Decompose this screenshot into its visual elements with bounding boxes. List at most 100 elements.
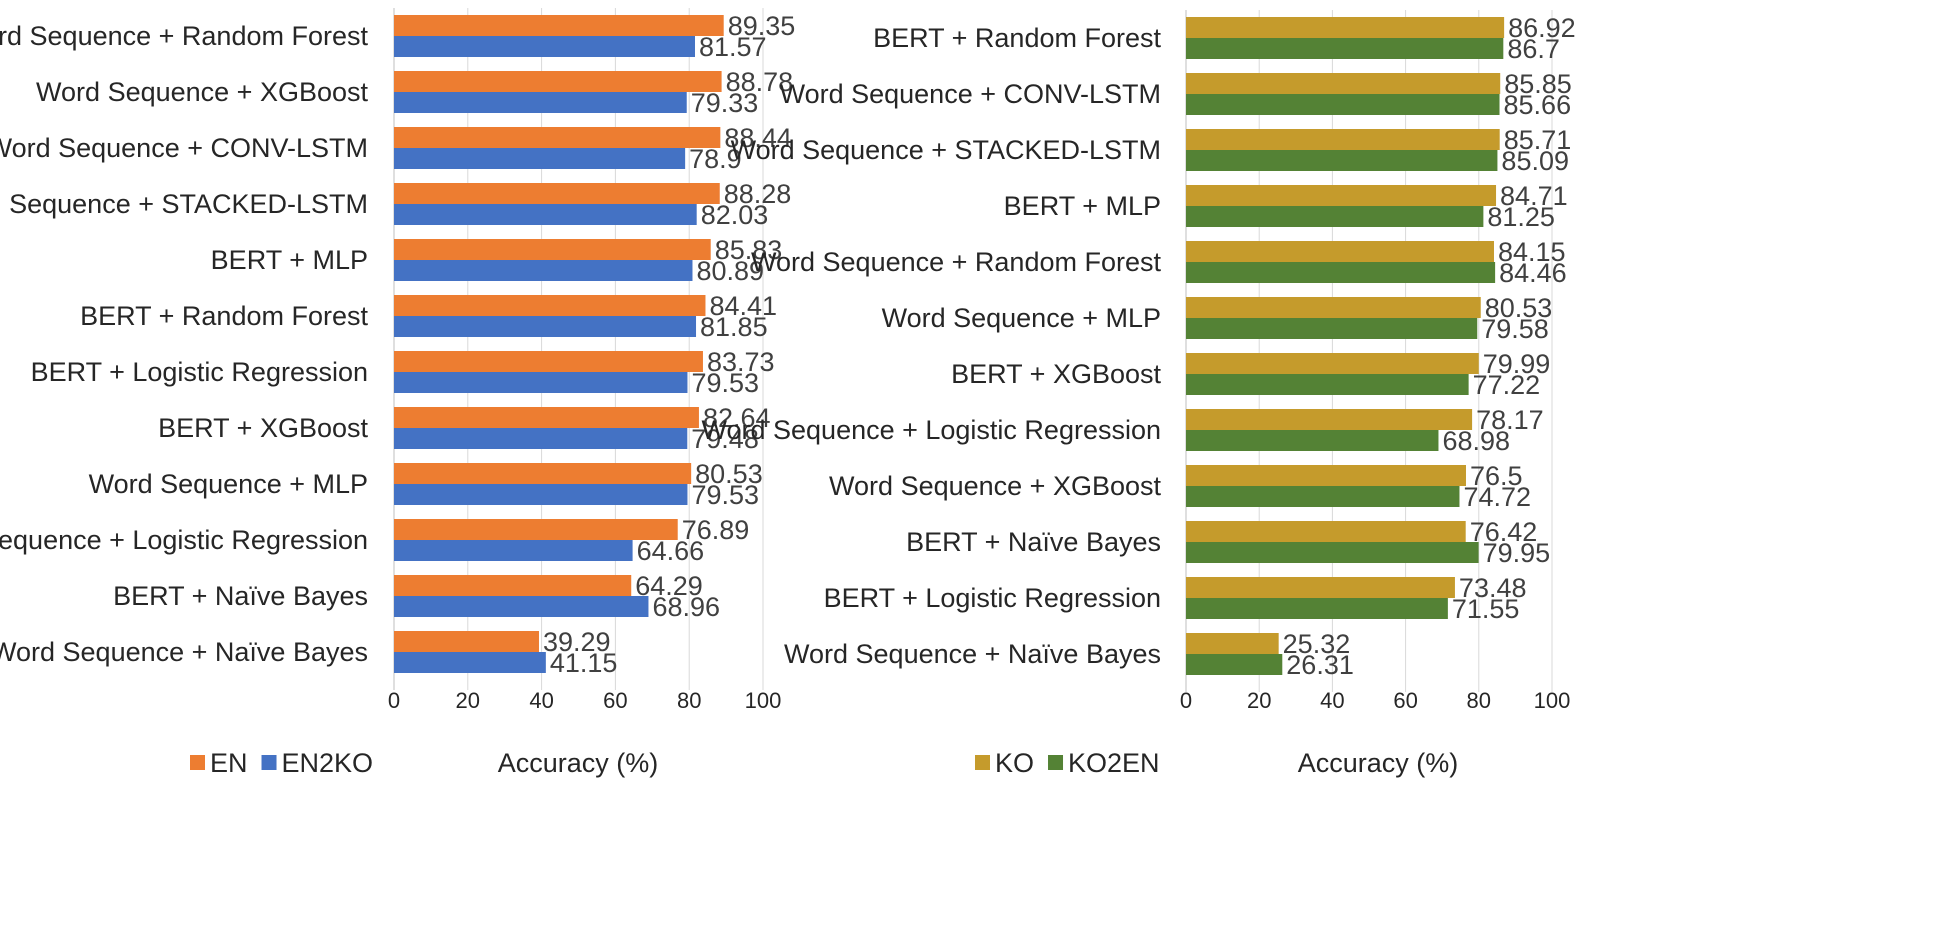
bar-en — [394, 295, 706, 316]
category-label: BERT + XGBoost — [951, 359, 1161, 389]
data-label-ko: 85.71 — [1504, 125, 1572, 155]
data-label-ko2en: 26.31 — [1286, 650, 1354, 680]
legend-label-en2ko: EN2KO — [282, 748, 374, 778]
x-tick-label: 80 — [677, 688, 701, 713]
data-label-en2ko: 68.96 — [652, 592, 720, 622]
bar-ko — [1186, 353, 1479, 374]
category-label: Word Sequence + Random Forest — [0, 21, 368, 51]
data-label-en2ko: 79.48 — [691, 424, 759, 454]
data-label-en2ko: 82.03 — [701, 200, 769, 230]
data-label-en2ko: 81.57 — [699, 32, 767, 62]
bar-ko2en — [1186, 654, 1283, 675]
category-label: Word Sequence + XGBoost — [829, 471, 1161, 501]
legend-swatch-en — [190, 755, 205, 770]
category-label: BERT + Naïve Bayes — [113, 581, 368, 611]
bar-ko2en — [1186, 486, 1460, 507]
category-label: Word Sequence + MLP — [882, 303, 1161, 333]
data-label-ko: 76.5 — [1470, 461, 1523, 491]
data-label-en2ko: 64.66 — [637, 536, 705, 566]
data-label-ko2en: 79.95 — [1483, 538, 1551, 568]
x-tick-label: 100 — [1534, 688, 1571, 713]
category-label: BERT + Random Forest — [873, 23, 1161, 53]
data-label-ko2en: 84.46 — [1499, 258, 1567, 288]
bar-en2ko — [394, 428, 688, 449]
bar-ko2en — [1186, 598, 1448, 619]
data-label-en2ko: 79.33 — [691, 88, 759, 118]
bar-ko2en — [1186, 542, 1479, 563]
bar-ko2en — [1186, 150, 1498, 171]
bar-en — [394, 519, 678, 540]
data-label-en2ko: 79.53 — [691, 480, 759, 510]
legend-label-en: EN — [210, 748, 248, 778]
chart-panel-2: 0 20 40 60 80 100 Accuracy (%) BERT + Random Fo… — [701, 10, 1576, 778]
data-label-en: 80.53 — [695, 459, 763, 489]
bar-en — [394, 407, 699, 428]
data-label-en: 82.64 — [703, 403, 771, 433]
x-axis-title: Accuracy (%) — [498, 748, 659, 778]
data-label-en2ko: 41.15 — [550, 648, 618, 678]
category-label: Word Sequence + MLP — [89, 469, 368, 499]
category-label: BERT + Naïve Bayes — [906, 527, 1161, 557]
x-tick-label: 40 — [1320, 688, 1344, 713]
data-label-en2ko: 79.53 — [691, 368, 759, 398]
x-tick-label: 20 — [456, 688, 480, 713]
data-label-ko: 84.15 — [1498, 237, 1566, 267]
data-label-ko2en: 68.98 — [1442, 426, 1510, 456]
data-label-en: 88.28 — [724, 179, 792, 209]
data-label-ko: 73.48 — [1459, 573, 1527, 603]
bar-ko — [1186, 521, 1466, 542]
data-label-ko: 80.53 — [1485, 293, 1553, 323]
category-label: Word Sequence + Random Forest — [751, 247, 1161, 277]
data-label-en2ko: 80.89 — [696, 256, 764, 286]
bar-en — [394, 15, 724, 36]
bar-en2ko — [394, 652, 546, 673]
bar-en — [394, 127, 721, 148]
data-label-en2ko: 78.9 — [689, 144, 742, 174]
category-label: BERT + Logistic Regression — [31, 357, 368, 387]
category-label: BERT + Logistic Regression — [824, 583, 1161, 613]
bar-ko — [1186, 577, 1455, 598]
bar-ko2en — [1186, 374, 1469, 395]
bar-en2ko — [394, 540, 633, 561]
category-label: BERT + Random Forest — [80, 301, 368, 331]
x-tick-label: 40 — [529, 688, 553, 713]
bar-en — [394, 575, 632, 596]
bar-ko2en — [1186, 38, 1504, 59]
chart-panel-1: 0 20 40 60 80 100 Accuracy (%) Word Sequence + … — [0, 8, 795, 778]
data-label-en: 84.41 — [709, 291, 777, 321]
bar-ko2en — [1186, 430, 1439, 451]
bar-en2ko — [394, 148, 686, 169]
bar-ko2en — [1186, 94, 1500, 115]
bar-en — [394, 463, 692, 484]
bar-en — [394, 183, 720, 204]
data-label-ko2en: 85.09 — [1501, 146, 1569, 176]
data-label-ko2en: 71.55 — [1452, 594, 1520, 624]
category-label: Word Sequence + Naïve Bayes — [784, 639, 1161, 669]
x-tick-label: 0 — [388, 688, 400, 713]
data-label-en: 83.73 — [707, 347, 775, 377]
bar-en2ko — [394, 596, 649, 617]
category-label: Word Sequence + XGBoost — [36, 77, 368, 107]
data-label-ko: 76.42 — [1470, 517, 1538, 547]
legend-swatch-ko — [975, 755, 990, 770]
category-label: BERT + XGBoost — [158, 413, 368, 443]
bar-ko — [1186, 73, 1501, 94]
category-label: Word Sequence + CONV-LSTM — [780, 79, 1161, 109]
bar-ko — [1186, 297, 1481, 318]
bar-ko2en — [1186, 206, 1484, 227]
x-tick-label: 60 — [1393, 688, 1417, 713]
bar-en2ko — [394, 484, 688, 505]
data-label-ko2en: 86.7 — [1507, 34, 1560, 64]
legend-label-ko2en: KO2EN — [1068, 748, 1160, 778]
data-label-ko: 84.71 — [1500, 181, 1568, 211]
category-label: Word Sequence + Logistic Regression — [701, 415, 1161, 445]
bar-ko — [1186, 241, 1494, 262]
bar-en — [394, 351, 703, 372]
bar-ko — [1186, 17, 1505, 38]
category-label: Word Sequence + Logistic Regression — [0, 525, 368, 555]
bar-en2ko — [394, 204, 697, 225]
data-label-en2ko: 81.85 — [700, 312, 768, 342]
x-tick-label: 80 — [1467, 688, 1491, 713]
